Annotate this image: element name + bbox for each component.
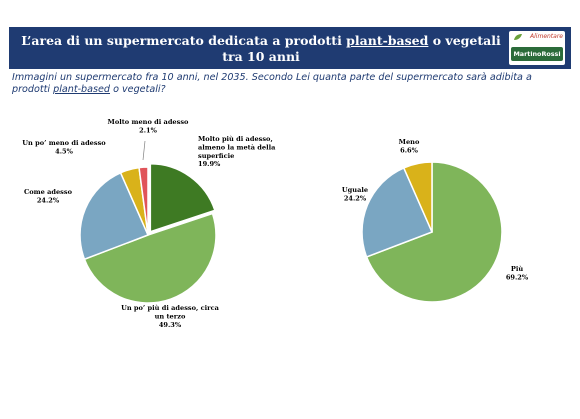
question-text: Immagini un supermercato fra 10 anni, ne…: [12, 72, 568, 96]
pie1-label-2-line-1: 24.2%: [37, 196, 60, 204]
pie1-label-2: Come adesso 24.2%: [24, 188, 73, 204]
pie1-slice-4: [138, 166, 149, 236]
pie2-label-1: Uguale 24.2%: [342, 186, 368, 202]
pie2-label-1-line-0: Uguale: [342, 186, 368, 194]
pie2-label-1-line-1: 24.2%: [344, 194, 367, 202]
pie1-slice-2: [79, 171, 150, 261]
leaf-icon: [514, 34, 522, 40]
pie2-label-2-line-1: 6.6%: [400, 146, 418, 154]
title-line1-underlined: plant-based: [346, 33, 429, 48]
pie1-leader-line: [142, 140, 146, 161]
title-line1-post: o vegetali: [428, 33, 501, 48]
pie2-label-2: Meno 6.6%: [399, 138, 420, 154]
brand-logo: Alimentare MartinoRossi: [509, 31, 565, 65]
slide-title: L’area di un supermercato dedicata a pro…: [21, 33, 501, 65]
pie2-slice-0: [365, 161, 503, 303]
header-bar: L’area di un supermercato dedicata a pro…: [9, 27, 571, 69]
pie1-label-0-line-3: 19.9%: [198, 160, 221, 168]
pie2-slice-2: [402, 161, 433, 233]
title-line1-pre: L’area di un supermercato dedicata a pro…: [21, 33, 347, 48]
pie1-slice-0: [149, 163, 216, 233]
pie1-label-1: Un po’ più di adesso, circa un terzo 49.3%: [121, 304, 220, 329]
pie1-label-3-line-0: Un po’ meno di adesso: [22, 139, 106, 147]
logo-top-text: Alimentare: [530, 33, 563, 40]
pie1-slice-1: [83, 212, 217, 304]
pie2-label-0: Più 69.2%: [506, 265, 529, 281]
pie1-label-3: Un po’ meno di adesso 4.5%: [22, 139, 106, 155]
pie2-label-2-line-0: Meno: [399, 138, 420, 146]
pie1-label-4-line-1: 2.1%: [139, 126, 157, 134]
title-line2: tra 10 anni: [222, 49, 300, 64]
question-underlined: plant-based: [53, 84, 111, 95]
pie2-slice-1: [361, 166, 434, 258]
pie1-label-4: Molto meno di adesso 2.1%: [108, 118, 190, 134]
pie1-label-0-line-0: Molto più di adesso,: [198, 135, 273, 143]
pie2-label-0-line-1: 69.2%: [506, 273, 529, 281]
pie2-label-0-line-0: Più: [511, 265, 523, 273]
question-post: o vegetali?: [110, 84, 166, 95]
pie1-label-3-line-1: 4.5%: [55, 147, 73, 155]
pie1-label-1-line-0: Un po’ più di adesso, circa: [121, 304, 220, 312]
logo-bottom-text: MartinoRossi: [511, 47, 563, 61]
pie1-label-4-line-0: Molto meno di adesso: [108, 118, 190, 126]
pie1-label-0-line-1: almeno la metà della: [198, 143, 276, 151]
pie1-label-0: Molto più di adesso, almeno la metà della…: [198, 135, 276, 168]
pie1-label-1-line-2: 49.3%: [159, 321, 182, 329]
pie1-label-2-line-0: Come adesso: [24, 188, 73, 196]
pie1-label-0-line-2: superficie: [198, 152, 234, 160]
pie1-label-1-line-1: un terzo: [155, 312, 186, 320]
question-pre: Immagini un supermercato fra 10 anni, ne…: [12, 72, 532, 95]
